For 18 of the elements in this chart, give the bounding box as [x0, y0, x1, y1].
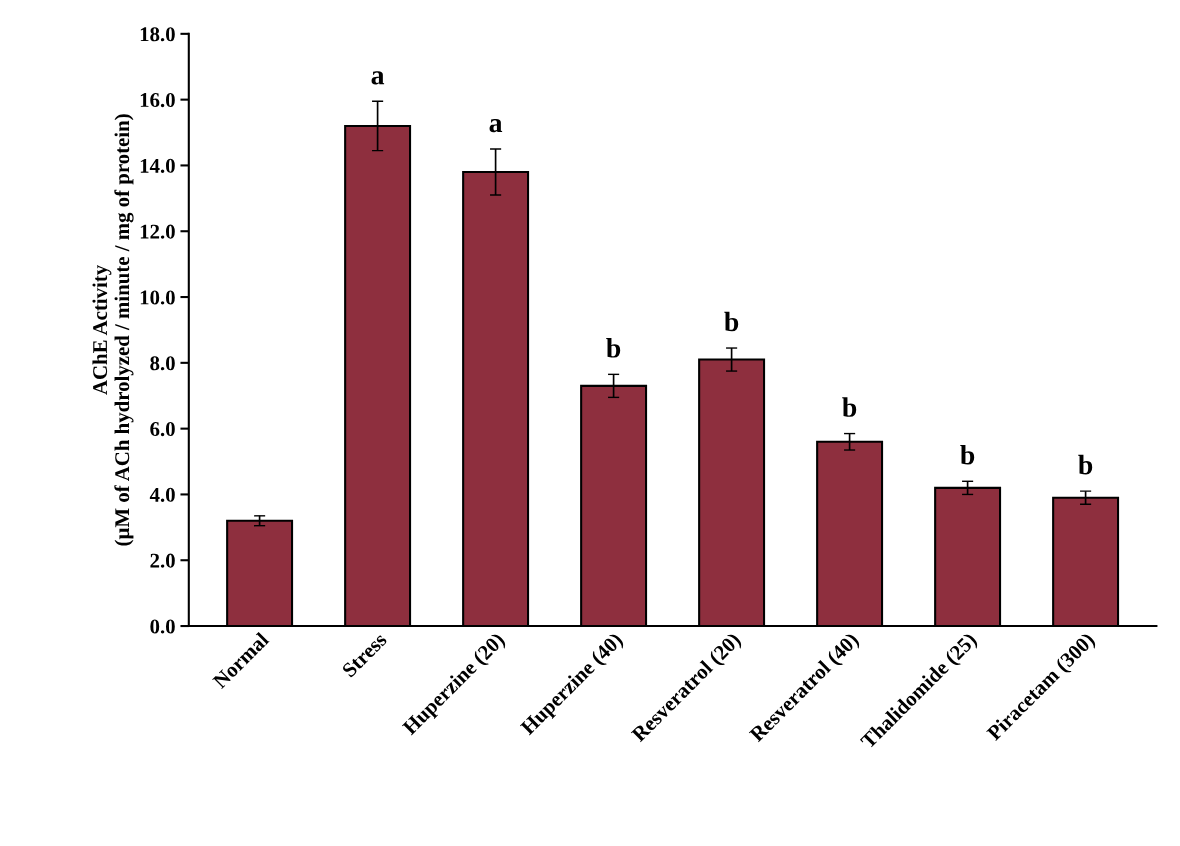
y-tick-label: 4.0	[149, 487, 175, 502]
annotation: b	[606, 338, 621, 358]
annotation: b	[842, 397, 857, 417]
annotation: b	[724, 311, 739, 332]
y-tick-label: 10.0	[140, 290, 175, 305]
y-axis-title: AChE Activity (µM of ACh hydrolyzed / minute / mg of protein)	[92, 114, 134, 546]
y-tick-label: 8.0	[150, 356, 175, 371]
y-tick-label: 12.0	[140, 224, 175, 239]
annotation: b	[1078, 454, 1093, 475]
y-tick-label: 2.0	[150, 553, 175, 568]
annotation: a	[371, 71, 385, 85]
y-tick-label: 6.0	[150, 422, 175, 437]
annotation: b	[960, 444, 975, 465]
y-tick-label: 0.0	[150, 619, 175, 634]
annotation: a	[489, 118, 503, 133]
y-tick-label: 14.0	[140, 158, 175, 173]
y-tick-label: 16.0	[140, 93, 175, 108]
y-tick-label: 18.0	[140, 27, 175, 42]
